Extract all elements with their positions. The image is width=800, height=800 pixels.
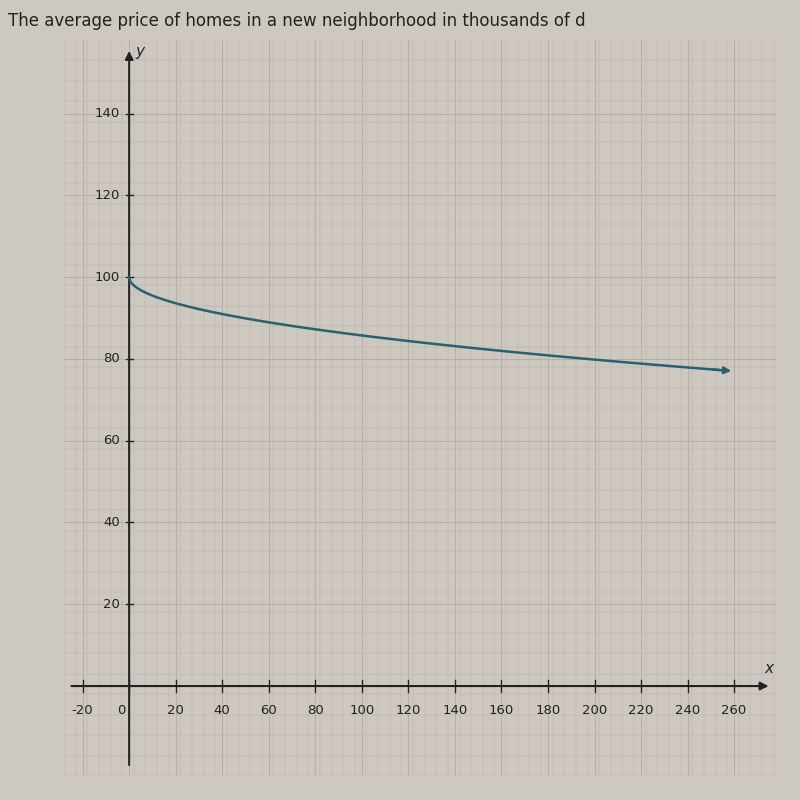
Text: 60: 60 — [103, 434, 120, 447]
Text: y: y — [135, 44, 144, 59]
Text: 40: 40 — [103, 516, 120, 529]
Text: 60: 60 — [260, 705, 277, 718]
Text: 80: 80 — [307, 705, 324, 718]
Text: 240: 240 — [675, 705, 700, 718]
Text: -20: -20 — [72, 705, 94, 718]
Text: 40: 40 — [214, 705, 230, 718]
Text: The average price of homes in a new neighborhood in thousands of d: The average price of homes in a new neig… — [8, 12, 586, 30]
Text: 220: 220 — [628, 705, 654, 718]
Text: 180: 180 — [535, 705, 561, 718]
Text: 200: 200 — [582, 705, 607, 718]
Text: 100: 100 — [350, 705, 374, 718]
Text: 20: 20 — [103, 598, 120, 610]
Text: 160: 160 — [489, 705, 514, 718]
Text: 20: 20 — [167, 705, 184, 718]
Text: 140: 140 — [442, 705, 467, 718]
Text: 80: 80 — [103, 353, 120, 366]
Text: 140: 140 — [94, 107, 120, 120]
Text: 120: 120 — [396, 705, 421, 718]
Text: x: x — [765, 661, 774, 676]
Text: 260: 260 — [722, 705, 746, 718]
Text: 120: 120 — [94, 189, 120, 202]
Text: 0: 0 — [118, 705, 126, 718]
Text: 100: 100 — [94, 270, 120, 284]
